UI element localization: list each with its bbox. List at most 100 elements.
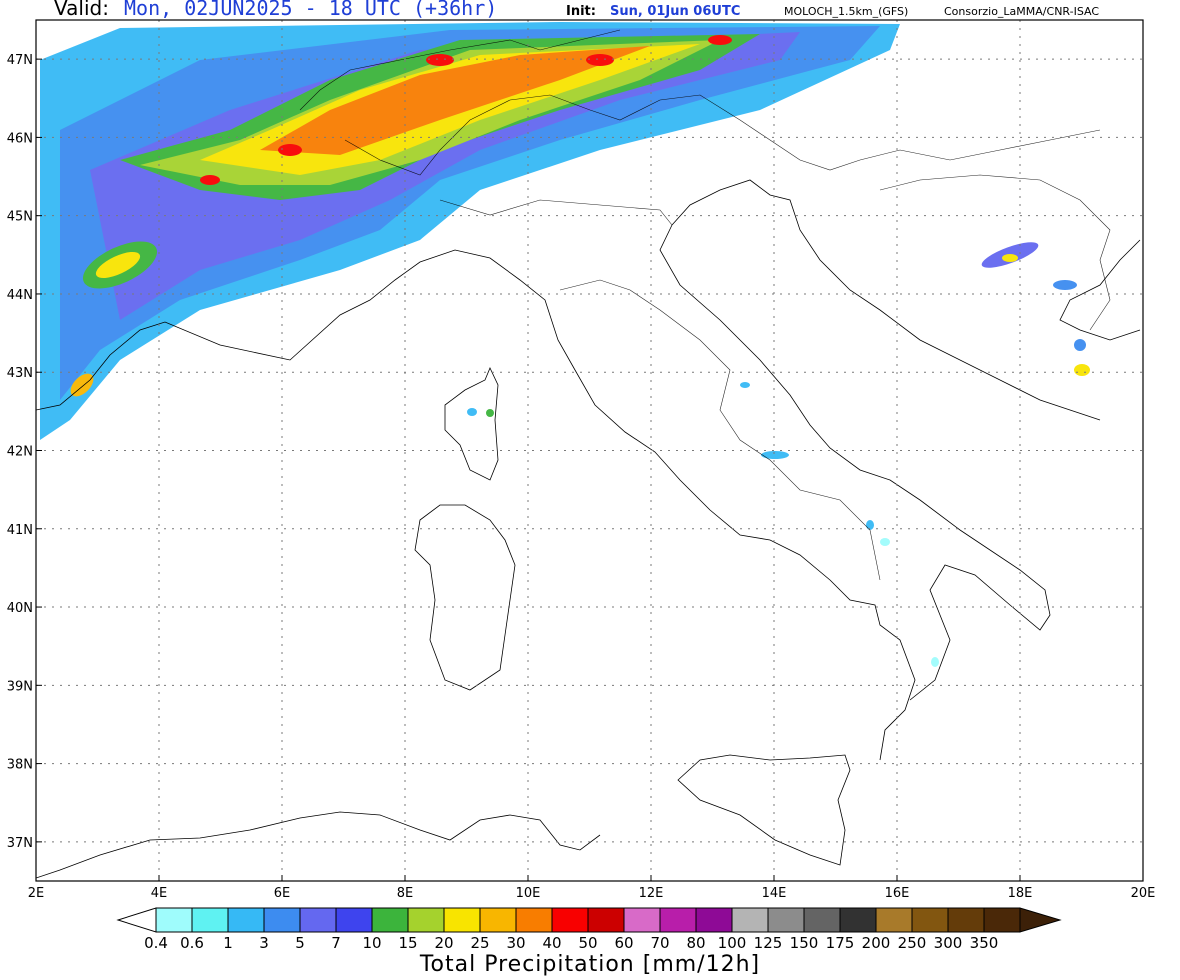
legend-swatch bbox=[947, 907, 985, 933]
legend-high-arrow bbox=[1019, 907, 1062, 933]
legend-swatch bbox=[335, 907, 373, 933]
legend-level-label: 1 bbox=[223, 934, 233, 952]
lat-tick-label: 42N bbox=[7, 445, 33, 460]
coast-sardinia bbox=[414, 504, 516, 691]
coast-adriatic-italy bbox=[659, 224, 1051, 701]
precip-cell bbox=[1053, 280, 1077, 290]
lat-tick-label: 41N bbox=[7, 523, 33, 538]
legend-level-label: 100 bbox=[718, 934, 747, 952]
precip-cell bbox=[740, 382, 750, 388]
lon-tick-label: 20E bbox=[1131, 886, 1156, 901]
longitude-axis: 2E 4E 6E 8E 10E 12E 14E 16E 18E 20E bbox=[28, 875, 1156, 901]
precip-cell bbox=[1074, 364, 1090, 376]
precip-cell bbox=[70, 373, 94, 397]
legend-level-label: 175 bbox=[826, 934, 855, 952]
legend-level-label: 300 bbox=[934, 934, 963, 952]
legend-level-label: 70 bbox=[650, 934, 669, 952]
border-slovenia-croatia bbox=[769, 129, 1101, 171]
legend-swatch bbox=[551, 907, 589, 933]
legend-swatch bbox=[443, 907, 481, 933]
map-content bbox=[36, 22, 1141, 879]
header: Valid: Mon, 02JUN2025 - 18 UTC (+36hr) I… bbox=[0, 0, 1180, 24]
precip-cell bbox=[467, 408, 477, 416]
latitude-axis: 37N 38N 39N 40N 41N 42N 43N 44N 45N 46N 47N bbox=[7, 53, 42, 851]
precip-cell bbox=[880, 538, 890, 546]
legend-level-label: 50 bbox=[578, 934, 597, 952]
lat-tick-label: 43N bbox=[7, 366, 33, 381]
border-alps bbox=[344, 94, 771, 176]
borders bbox=[299, 29, 1111, 581]
lat-tick-label: 37N bbox=[7, 836, 33, 851]
credit-text: Consorzio_LaMMA/CNR-ISAC bbox=[944, 5, 1100, 18]
border-france-switzerland bbox=[299, 29, 621, 111]
legend-level-label: 7 bbox=[331, 934, 341, 952]
coast-corsica bbox=[444, 367, 499, 481]
lat-tick-label: 38N bbox=[7, 758, 33, 773]
precip-cell bbox=[95, 251, 141, 279]
legend-swatch bbox=[803, 907, 841, 933]
legend-low-arrow bbox=[116, 907, 157, 933]
legend-swatch bbox=[767, 907, 805, 933]
lon-tick-label: 16E bbox=[885, 886, 910, 901]
coast-sicily bbox=[677, 754, 851, 866]
legend-level-label: 60 bbox=[614, 934, 633, 952]
gridlines bbox=[36, 20, 1143, 881]
legend-level-label: 10 bbox=[362, 934, 381, 952]
lon-tick-label: 4E bbox=[151, 886, 168, 901]
legend-level-label: 125 bbox=[754, 934, 783, 952]
legend-swatch bbox=[983, 907, 1021, 933]
color-legend: 0.4 0.6 1 3 5 7 10 15 20 25 30 40 50 60 70 80 100 125 150 1… bbox=[116, 907, 1062, 952]
legend-swatch bbox=[623, 907, 661, 933]
precip-cell bbox=[486, 409, 494, 417]
precip-cell bbox=[200, 175, 220, 185]
lon-tick-label: 6E bbox=[274, 886, 291, 901]
lon-tick-label: 10E bbox=[516, 886, 541, 901]
legend-swatch bbox=[875, 907, 913, 933]
model-name: MOLOCH_1.5km_(GFS) bbox=[784, 5, 909, 18]
legend-level-label: 80 bbox=[686, 934, 705, 952]
precip-cell bbox=[426, 54, 454, 66]
lat-tick-label: 46N bbox=[7, 131, 33, 146]
precipitation-field bbox=[40, 22, 1090, 667]
precip-cell bbox=[866, 520, 874, 530]
legend-level-label: 250 bbox=[898, 934, 927, 952]
init-time: Sun, 01Jun 06UTC bbox=[610, 4, 741, 19]
precip-cell bbox=[586, 54, 614, 66]
legend-level-label: 15 bbox=[398, 934, 417, 952]
border-balkans bbox=[879, 174, 1111, 331]
legend-swatch bbox=[407, 907, 445, 933]
legend-swatch bbox=[191, 907, 229, 933]
legend-swatch bbox=[155, 907, 193, 933]
legend-level-label: 0.6 bbox=[180, 934, 204, 952]
lat-tick-label: 44N bbox=[7, 288, 33, 303]
lat-tick-label: 40N bbox=[7, 601, 33, 616]
legend-swatch bbox=[479, 907, 517, 933]
lat-tick-label: 45N bbox=[7, 210, 33, 225]
precip-cell bbox=[708, 35, 732, 45]
legend-level-label: 200 bbox=[862, 934, 891, 952]
precip-band-orange bbox=[260, 46, 650, 155]
lon-tick-label: 12E bbox=[639, 886, 664, 901]
coast-france-italy bbox=[36, 249, 916, 761]
coast-balkans bbox=[1059, 239, 1141, 341]
legend-level-label: 20 bbox=[434, 934, 453, 952]
legend-level-label: 25 bbox=[470, 934, 489, 952]
legend-swatch bbox=[227, 907, 265, 933]
precip-cell bbox=[278, 144, 302, 156]
coast-north-africa bbox=[36, 811, 601, 879]
legend-swatch bbox=[371, 907, 409, 933]
legend-level-label: 350 bbox=[970, 934, 999, 952]
legend-level-label: 3 bbox=[259, 934, 269, 952]
legend-swatch bbox=[695, 907, 733, 933]
legend-swatch bbox=[839, 907, 877, 933]
valid-time: Mon, 02JUN2025 - 18 UTC (+36hr) bbox=[124, 0, 498, 20]
legend-swatch bbox=[587, 907, 625, 933]
legend-level-label: 40 bbox=[542, 934, 561, 952]
lon-tick-label: 8E bbox=[397, 886, 414, 901]
legend-swatch bbox=[659, 907, 697, 933]
precip-cell bbox=[1002, 254, 1018, 262]
legend-level-label: 5 bbox=[295, 934, 305, 952]
legend-swatch bbox=[515, 907, 553, 933]
legend-level-label: 30 bbox=[506, 934, 525, 952]
